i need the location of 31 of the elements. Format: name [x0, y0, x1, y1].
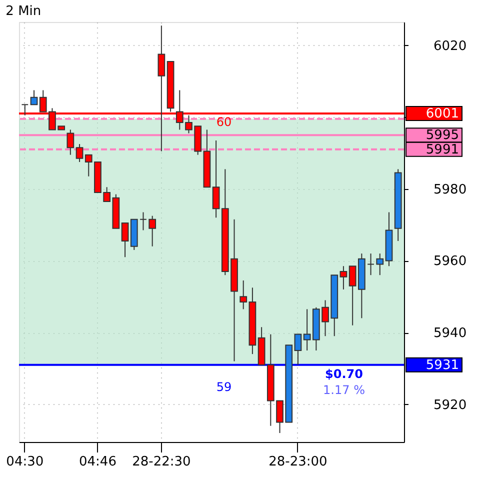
candlestick [240, 280, 248, 310]
candlestick [376, 253, 384, 276]
candlestick [294, 334, 302, 366]
x-tick-label: 04:30 [6, 454, 44, 470]
candlestick [367, 253, 374, 276]
y-tick-label: 5920 [434, 398, 467, 413]
ref-line-label: 5931 [426, 358, 459, 373]
candlestick [140, 212, 147, 231]
candlestick [121, 222, 129, 258]
y-tick-label: 5980 [434, 182, 467, 198]
x-tick-label: 04:46 [78, 454, 116, 470]
candlestick [148, 215, 156, 247]
candlestick [340, 266, 348, 290]
candlestick [76, 144, 84, 162]
y-tick-label: 6020 [434, 38, 467, 54]
candlestick [21, 104, 29, 116]
candlestick [30, 90, 38, 106]
ref-line-label: 5991 [426, 142, 459, 158]
ref-line-label: 6001 [426, 106, 459, 122]
annotation: 59 [216, 380, 232, 394]
x-tick-label: 28-23:00 [268, 454, 328, 470]
x-tick-label: 28-22:30 [132, 454, 191, 470]
annotation: $0.70 [325, 367, 363, 381]
y-tick-label: 5940 [434, 326, 467, 342]
candlestick [66, 129, 74, 156]
chart-title: 2 Min [6, 4, 42, 19]
annotation: 60 [216, 115, 232, 129]
ref-line-label: 5995 [426, 128, 459, 144]
annotation: 1.17 % [323, 383, 365, 397]
candlestick [212, 140, 220, 218]
y-tick-label: 5960 [434, 254, 467, 270]
